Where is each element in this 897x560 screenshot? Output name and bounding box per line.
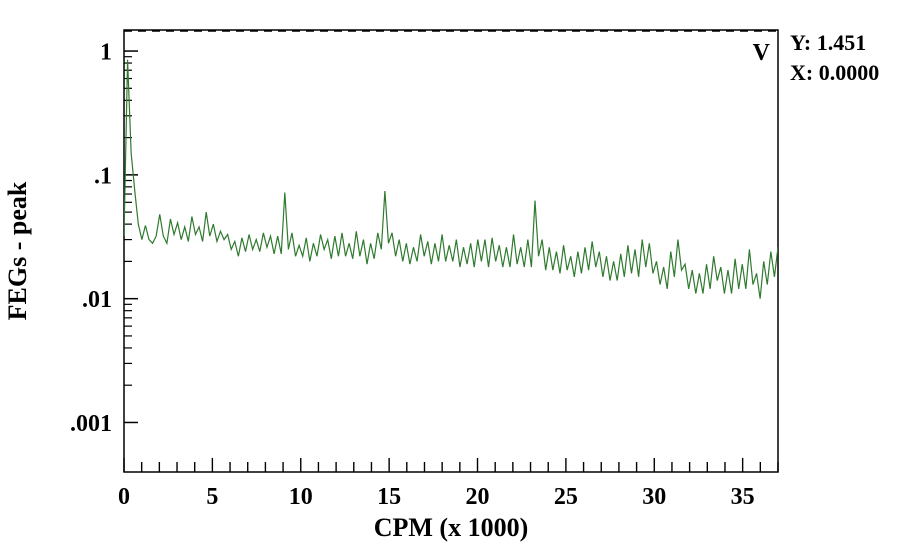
y-tick-label: .01 [82, 287, 112, 313]
x-tick-label: 0 [118, 484, 130, 510]
y-axis-label: FEGs - peak [3, 181, 32, 320]
x-tick-label: 15 [377, 484, 401, 510]
chart-svg: 1 .1 .01 .001 FEGs - peak 0 5 10 15 20 25 30 35 CPM (… [0, 0, 897, 560]
x-tick-label: 10 [289, 484, 313, 510]
x-tick-label: 35 [731, 484, 755, 510]
y-tick-label: .001 [70, 411, 112, 437]
x-tick-label: 30 [642, 484, 666, 510]
cursor-readout-x: X: 0.0000 [790, 60, 879, 86]
x-tick-label: 25 [554, 484, 578, 510]
x-tick-label: 20 [466, 484, 490, 510]
corner-label: V [753, 40, 771, 66]
cursor-readout-y: Y: 1.451 [790, 30, 866, 56]
y-tick-label: .1 [94, 163, 112, 189]
x-axis-label: CPM (x 1000) [374, 513, 529, 542]
y-tick-label: 1 [100, 39, 112, 65]
chart-container: 1 .1 .01 .001 FEGs - peak 0 5 10 15 20 25 30 35 CPM (… [0, 0, 897, 560]
x-tick-label: 5 [206, 484, 218, 510]
